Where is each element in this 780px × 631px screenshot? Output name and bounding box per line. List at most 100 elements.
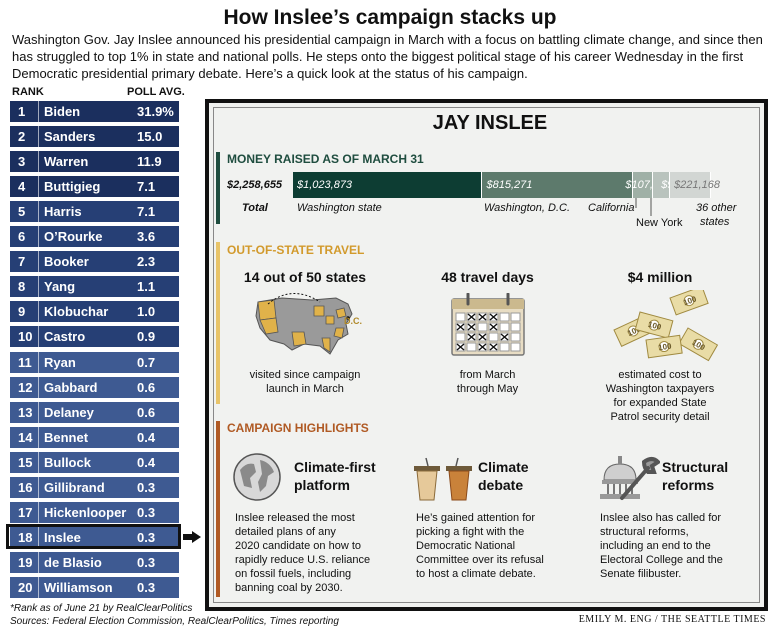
poll-value: 0.4 xyxy=(137,454,156,470)
money-label-other-states-2: states xyxy=(700,216,730,228)
rank-number: 1 xyxy=(18,104,26,119)
intro-text: Washington Gov. Jay Inslee announced his… xyxy=(12,32,763,81)
rank-row: 8 Yang 1.1 xyxy=(10,276,179,298)
money-label-california: California xyxy=(588,202,635,214)
rank-number: 8 xyxy=(18,279,26,295)
poll-value: 0.6 xyxy=(137,379,156,395)
candidate-name: Gabbard xyxy=(44,379,98,395)
rank-row: 6 O’Rourke 3.6 xyxy=(10,226,179,248)
poll-value: 7.1 xyxy=(137,179,156,195)
rank-number: 14 xyxy=(18,429,33,445)
travel-section-bar xyxy=(216,242,220,404)
arrow-icon xyxy=(183,531,201,543)
candidate-name: Buttigieg xyxy=(44,179,101,195)
travel-states-sub: visited since campaign launch in March xyxy=(249,369,361,395)
rank-number: 10 xyxy=(18,329,33,345)
poll-value: 31.9% xyxy=(137,104,174,119)
poll-value: 7.1 xyxy=(137,204,156,220)
money-bar-segment: $91,167 xyxy=(653,172,701,198)
rank-row: 16 Gillibrand 0.3 xyxy=(10,476,179,498)
rank-row: 14 Bennet 0.4 xyxy=(10,426,179,448)
poll-value: 2.3 xyxy=(137,254,156,270)
money-section-bar xyxy=(216,152,220,224)
rank-number: 3 xyxy=(18,154,26,170)
rank-number: 20 xyxy=(18,579,33,595)
candidate-name: Inslee xyxy=(44,529,81,545)
rank-row: 17 Hickenlooper 0.3 xyxy=(10,501,179,523)
dc-map-label: D.C. xyxy=(344,316,362,326)
rank-number: 2 xyxy=(18,129,26,145)
candidate-name: Yang xyxy=(44,279,76,295)
candidate-name: Bullock xyxy=(44,454,91,470)
rank-row: 15 Bullock 0.4 xyxy=(10,451,179,473)
candidate-name: Ryan xyxy=(44,354,76,370)
money-bar-value-label: $815,271 xyxy=(486,179,533,191)
money-callout-lines xyxy=(635,198,652,216)
rank-row: 5 Harris 7.1 xyxy=(10,201,179,223)
poll-value: 0.7 xyxy=(137,354,156,370)
rank-row: 18 Inslee 0.3 xyxy=(10,526,179,548)
bill-text-2: 100 xyxy=(647,320,663,332)
money-bar-segment: $221,168 xyxy=(670,172,720,198)
rank-header: RANK xyxy=(12,86,44,98)
highlight-body-line: Inslee released the most xyxy=(235,512,355,524)
candidate-name: Warren xyxy=(44,154,89,170)
rank-row: 10 Castro 0.9 xyxy=(10,326,179,348)
money-bar-segment: $107,176 xyxy=(625,172,671,198)
rank-number: 11 xyxy=(18,354,32,370)
money-heading: MONEY RAISED AS OF MARCH 31 xyxy=(227,152,424,166)
highlights-section-bar xyxy=(216,421,220,597)
money-bar-value-label: $1,023,873 xyxy=(297,179,353,191)
travel-states-stat: 14 out of 50 states xyxy=(243,269,367,285)
candidate-name: Klobuchar xyxy=(44,304,109,320)
sources-note: Sources: Federal Election Commission, Re… xyxy=(10,616,339,627)
highlight-2-body: He’s gained attention for picking a fight… xyxy=(416,511,544,581)
rank-number: 18 xyxy=(18,529,33,545)
highlight-body-line: banning coal by 2030. xyxy=(235,582,343,594)
bill-text-3: 100 xyxy=(682,294,698,307)
candidate-name: O’Rourke xyxy=(44,229,103,245)
rank-row: 1 Biden 31.9% xyxy=(10,101,179,122)
highlights-heading: CAMPAIGN HIGHLIGHTS xyxy=(227,421,369,435)
rank-row: 13 Delaney 0.6 xyxy=(10,401,179,423)
highlight-body-line: on fossil fuels, including xyxy=(235,568,352,580)
highlight-body-line: structural reforms, xyxy=(600,526,689,538)
poll-value: 0.6 xyxy=(137,404,156,420)
money-bills-icon: 100 100 100 100 100 xyxy=(613,290,719,362)
poll-value: 0.9 xyxy=(137,329,156,345)
rank-row: 7 Booker 2.3 xyxy=(10,251,179,273)
highlight-body-line: He’s gained attention for xyxy=(416,512,536,524)
highlight-3-title: Structural reforms xyxy=(662,459,729,493)
highlight-body-line: Inslee also has called for xyxy=(600,512,722,524)
candidate-name: Harris xyxy=(44,204,82,220)
highlight-2-title: Climate debate xyxy=(478,459,529,493)
money-total-value: $2,258,655 xyxy=(227,179,283,191)
rank-row: 4 Buttigieg 7.1 xyxy=(10,176,179,198)
candidate-name: Booker xyxy=(44,254,89,270)
rank-number: 4 xyxy=(18,179,26,195)
bill-text-5: 100 xyxy=(658,341,673,352)
rank-row: 20 Williamson 0.3 xyxy=(10,576,179,598)
travel-days-sub: from March through May xyxy=(456,369,519,395)
money-bar-segment: $815,271 xyxy=(482,172,634,198)
poll-value: 0.3 xyxy=(137,504,156,520)
highlight-body-line: including an end to the xyxy=(600,540,711,552)
inslee-highlight-box xyxy=(6,524,181,549)
poll-value: 0.3 xyxy=(137,554,156,570)
rank-number: 16 xyxy=(18,479,33,495)
money-label-new-york: New York xyxy=(636,217,683,229)
candidate-name: Castro xyxy=(44,329,86,345)
candidate-name: Williamson xyxy=(44,579,113,595)
highlight-1-body: Inslee released the most detailed plans o… xyxy=(235,511,370,595)
highlight-body-line: Democratic National xyxy=(416,540,516,552)
globe-icon xyxy=(233,453,281,501)
rank-number: 13 xyxy=(18,404,33,420)
rank-number: 6 xyxy=(18,229,26,245)
capitol-wrench-icon xyxy=(600,456,660,500)
poll-value: 0.3 xyxy=(137,479,156,495)
highlight-body-line: Committee over its refusal xyxy=(416,554,544,566)
candidate-name: de Blasio xyxy=(44,554,102,570)
highlight-body-line: rapidly reduce U.S. reliance xyxy=(235,554,371,566)
travel-days-stat: 48 travel days xyxy=(441,269,534,285)
poll-value: 0.4 xyxy=(137,429,156,445)
